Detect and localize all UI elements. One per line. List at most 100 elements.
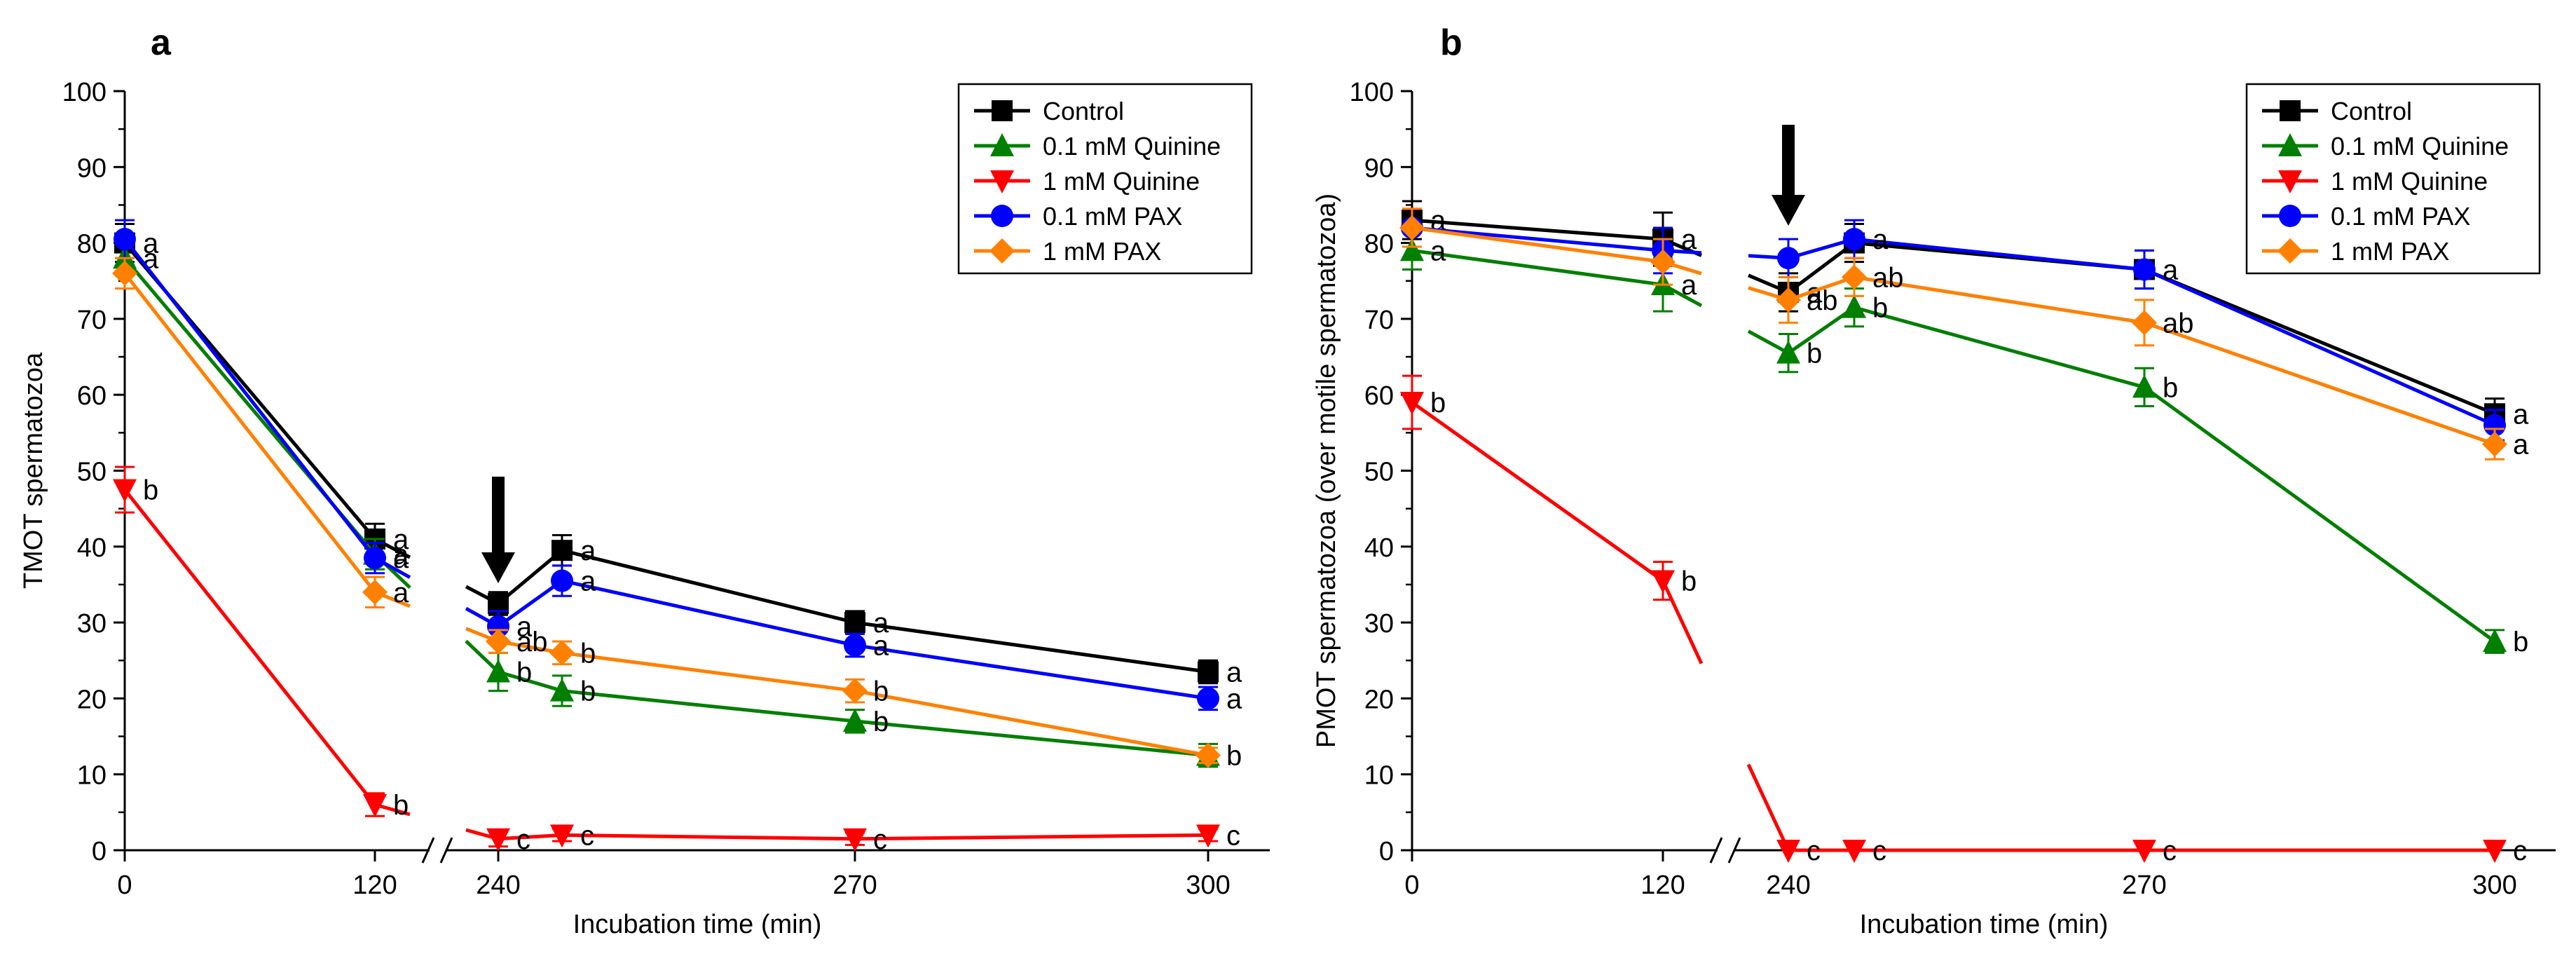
significance-label: a	[1226, 657, 1242, 688]
significance-label: b	[580, 676, 596, 707]
y-tick-label: 80	[1364, 230, 1394, 259]
series-line	[498, 670, 563, 693]
significance-label: b	[1807, 339, 1822, 369]
series-line	[374, 803, 411, 817]
y-tick-label: 70	[1364, 306, 1394, 335]
data-point	[842, 678, 868, 704]
series-line	[854, 620, 1209, 674]
significance-label: c	[1872, 836, 1886, 866]
data-point	[551, 540, 573, 561]
data-point	[1399, 214, 1425, 240]
series-line	[1787, 306, 1856, 355]
data-point	[2483, 414, 2506, 437]
x-tick-label: 270	[833, 871, 877, 900]
series-line	[1787, 241, 1856, 294]
y-tick-label: 40	[1364, 533, 1394, 563]
data-point	[550, 678, 574, 702]
series-line	[2144, 320, 2495, 446]
significance-label: c	[1807, 836, 1821, 866]
series-line	[854, 833, 1209, 841]
significance-label: a	[393, 524, 409, 555]
significance-label: a	[393, 578, 409, 608]
data-point	[2132, 840, 2156, 863]
treatment-arrow-shaft	[1782, 125, 1795, 198]
legend-marker	[2278, 170, 2302, 193]
y-tick-label: 30	[1364, 609, 1394, 639]
axis-break-mark	[421, 837, 435, 864]
significance-label: c	[873, 824, 887, 855]
legend-label: 0.1 mM PAX	[1043, 202, 1182, 231]
significance-label: a	[516, 612, 533, 643]
series-line	[854, 643, 1209, 700]
significance-label: a	[2513, 399, 2529, 430]
significance-label: b	[143, 475, 158, 506]
y-tick-label: 60	[1364, 381, 1394, 411]
significance-label: a	[580, 536, 596, 566]
series-line	[1854, 237, 2145, 271]
data-point	[2483, 629, 2507, 653]
significance-label: b	[873, 676, 889, 707]
series-line	[1854, 275, 2145, 325]
data-point	[549, 640, 575, 666]
data-point	[114, 228, 136, 251]
legend-label: 0.1 mM Quinine	[1043, 132, 1221, 161]
chart-panel-a: 0 10 20 30 40 50 60 70 80 90 100 0 120 240 270 300 Incub…	[19, 22, 1270, 939]
series-1-mm-quinine: b b c c c c	[1400, 374, 2527, 866]
data-point	[486, 828, 510, 852]
y-tick-label: 30	[77, 609, 107, 639]
series-line	[497, 579, 563, 628]
axis-break-mark	[1709, 837, 1723, 864]
significance-label: b	[1681, 566, 1697, 597]
y-tick-label: 10	[1364, 761, 1394, 791]
y-tick-label: 40	[77, 533, 107, 563]
significance-label: ab	[1807, 285, 1838, 316]
series-line	[561, 833, 856, 841]
data-point	[364, 547, 386, 570]
treatment-arrow-head	[1772, 195, 1805, 226]
treatment-arrow-shaft	[492, 477, 505, 555]
series-line	[1411, 400, 1664, 582]
significance-label: a	[1872, 224, 1889, 255]
significance-label: ab	[516, 627, 548, 657]
legend-label: Control	[2331, 97, 2412, 125]
legend-marker	[992, 100, 1013, 121]
data-point	[486, 629, 511, 655]
series-1-mm-pax: aab bbb	[112, 257, 1242, 772]
legend-label: 1 mM Quinine	[1043, 167, 1200, 196]
data-point	[551, 569, 573, 592]
data-point	[2133, 258, 2156, 281]
legend: Control 0.1 mM Quinine 1 mM Quinine 0.1 mM …	[957, 83, 1253, 275]
legend-marker	[990, 133, 1014, 156]
series-line	[561, 548, 856, 625]
series-line	[2143, 386, 2496, 643]
y-tick-label: 20	[1364, 685, 1394, 714]
data-point	[843, 708, 867, 732]
series-line	[123, 272, 376, 594]
y-tick-label: 70	[77, 306, 107, 335]
series-line	[854, 719, 1209, 758]
y-tick-label: 10	[77, 761, 107, 791]
significance-label: b	[516, 657, 532, 688]
series-line	[561, 650, 856, 693]
series-line	[1747, 329, 1790, 355]
data-point	[1842, 294, 1866, 318]
significance-label: b	[2163, 372, 2178, 403]
significance-label: c	[516, 824, 530, 855]
significance-label: a	[1226, 683, 1242, 714]
data-point	[1400, 238, 1424, 261]
legend-marker	[989, 238, 1015, 264]
legend-label: 0.1 mM PAX	[2331, 202, 2470, 231]
legend-label: 1 mM PAX	[1043, 237, 1161, 266]
series-line	[1746, 763, 1790, 852]
data-point	[2483, 840, 2507, 863]
data-point	[843, 828, 867, 852]
x-tick-label: 300	[1186, 871, 1230, 900]
legend-label: 1 mM PAX	[2331, 237, 2449, 266]
axis-break-mark	[439, 837, 453, 864]
series-line	[2143, 268, 2496, 427]
significance-label: a	[1681, 224, 1697, 255]
series-line	[1661, 580, 1704, 664]
